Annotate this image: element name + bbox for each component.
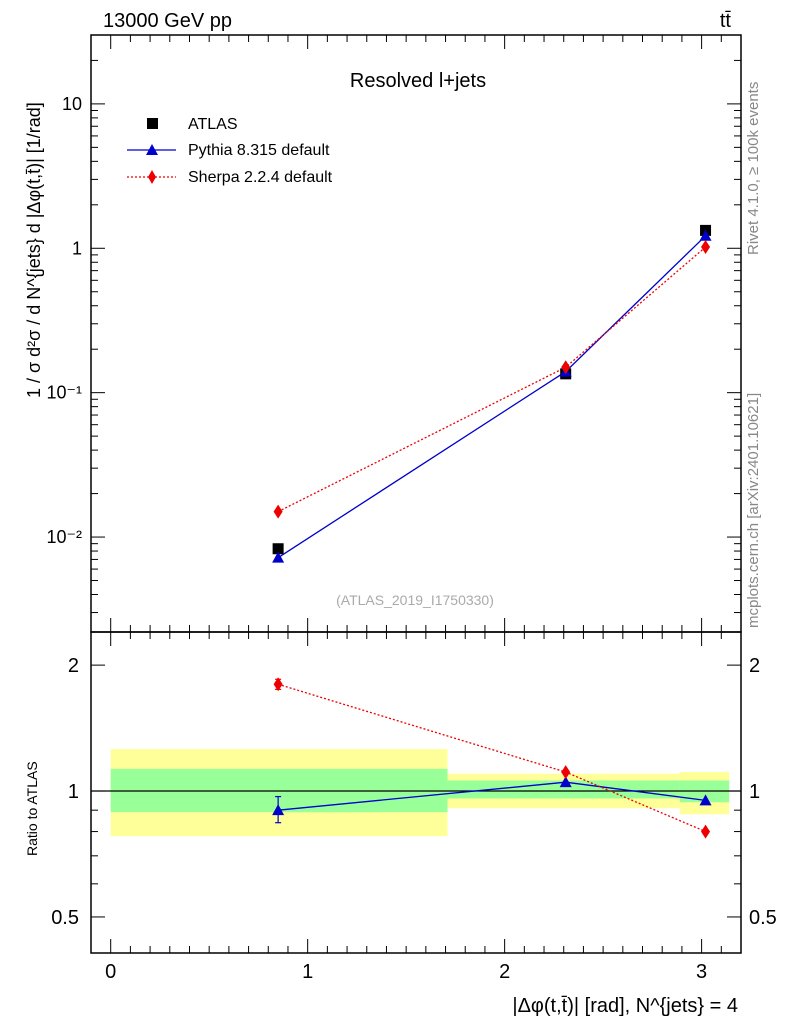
x-axis-label: |Δφ(t,t̄)| [rad], N^{jets} = 4 — [512, 995, 738, 1017]
main-y-tick-label: 1 — [72, 238, 82, 258]
ratio-point-sherpa — [561, 765, 571, 780]
main-panel: 10⁻² 10⁻¹ 1 10 Resolved l+jets (ATLAS_2019_… — [24, 34, 742, 633]
analysis-watermark: (ATLAS_2019_I1750330) — [336, 592, 494, 608]
legend-atlas-marker — [147, 118, 158, 129]
ratio-point-pythia — [272, 804, 285, 816]
legend-item-atlas: ATLAS — [147, 116, 238, 133]
energy-label: 13000 GeV pp — [103, 10, 232, 32]
main-title: Resolved l+jets — [350, 70, 486, 92]
main-y-axis-label: 1 / σ d²σ / d N^{jets} d |Δφ(t,t̄)| [1/r… — [24, 102, 44, 398]
main-series-line-sherpa — [277, 246, 706, 513]
x-tick-label: 2 — [499, 961, 510, 983]
legend-item-sherpa: Sherpa 2.2.4 default — [127, 169, 333, 186]
main-point-sherpa — [273, 504, 283, 519]
ratio-point-sherpa — [701, 824, 711, 839]
ratio-y-tick-label-right: 1 — [749, 781, 760, 803]
x-tick-label: 3 — [696, 961, 707, 983]
legend-sherpa-label: Sherpa 2.2.4 default — [188, 169, 333, 186]
ratio-band-green — [447, 780, 680, 799]
ratio-frame — [90, 631, 742, 954]
ratio-y-tick-label-left: 1 — [68, 781, 79, 803]
legend-pythia-marker — [146, 144, 158, 155]
main-point-pythia — [699, 229, 712, 241]
main-y-tick-label: 10 — [62, 94, 82, 114]
process-label: tt̄ — [720, 10, 732, 32]
ratio-point-sherpa — [273, 677, 283, 692]
main-series-line-pythia — [277, 235, 706, 559]
ratio-y-tick-label-left: 0.5 — [51, 907, 79, 929]
ratio-point-pythia — [559, 776, 572, 788]
x-tick-label: 1 — [302, 961, 313, 983]
legend-atlas-label: ATLAS — [188, 116, 238, 133]
mcplots-label: mcplots.cern.ch [arXiv:2401.10621] — [745, 392, 762, 628]
main-point-pythia — [272, 551, 285, 563]
ratio-y-tick-label-left: 2 — [68, 655, 79, 677]
main-point-sherpa — [561, 360, 571, 375]
rivet-version-label: Rivet 4.1.0, ≥ 100k events — [745, 81, 762, 255]
legend: ATLAS Pythia 8.315 default Sherpa 2.2.4 … — [127, 116, 333, 186]
ratio-panel: 0.5 0.5 1 1 2 2 0 1 2 3 Ratio to ATLAS |Δφ(t,t̄)|… — [24, 631, 777, 1017]
ratio-y-tick-label-right: 0.5 — [749, 907, 777, 929]
x-tick-label: 0 — [105, 961, 116, 983]
legend-pythia-label: Pythia 8.315 default — [188, 142, 330, 159]
main-y-tick-label: 10⁻² — [46, 527, 82, 547]
ratio-y-tick-label-right: 2 — [749, 655, 760, 677]
legend-sherpa-marker — [148, 170, 156, 184]
legend-item-pythia: Pythia 8.315 default — [127, 142, 330, 159]
main-y-tick-label: 10⁻¹ — [46, 383, 82, 403]
ratio-point-pythia — [699, 794, 712, 806]
main-point-atlas — [272, 543, 284, 555]
main-point-sherpa — [701, 240, 711, 255]
ratio-y-axis-label: Ratio to ATLAS — [24, 761, 40, 856]
